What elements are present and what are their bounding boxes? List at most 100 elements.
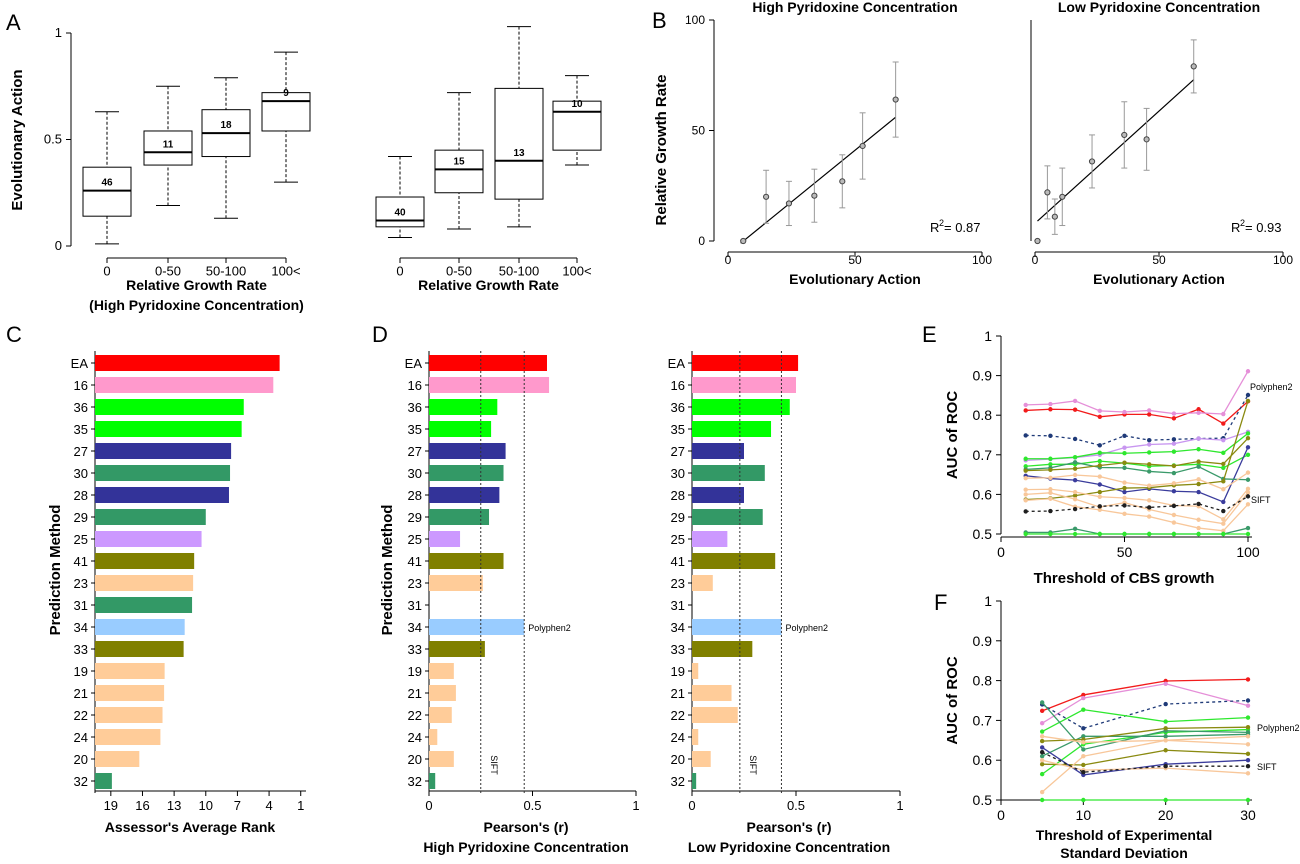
category-label: 24 <box>671 730 685 745</box>
series-marker <box>1171 481 1177 486</box>
panel-label: E <box>922 322 937 347</box>
series-marker <box>1245 677 1251 682</box>
category-label: 29 <box>671 510 685 525</box>
series-marker <box>1048 462 1053 467</box>
x-tick-label: 20 <box>1158 807 1174 823</box>
category-label: 25 <box>671 532 685 547</box>
series-marker <box>1122 485 1127 491</box>
bar <box>692 707 738 723</box>
series-marker <box>1196 464 1201 469</box>
series-marker <box>1048 433 1053 438</box>
x-tick-label: 0.5 <box>523 798 541 813</box>
data-point <box>1190 63 1197 70</box>
y-tick-label: 1 <box>984 328 992 344</box>
series-marker <box>1245 797 1251 803</box>
series-marker <box>1039 738 1045 744</box>
series-marker <box>1147 462 1152 467</box>
category-label: 22 <box>671 708 685 723</box>
category-label: 31 <box>671 598 685 613</box>
boxplot-panel-a-0: 0 0.5 1 Evolutionary Action 0 46 0-50 11 50-100 1… <box>9 25 311 313</box>
series-marker <box>1023 468 1028 473</box>
series-marker <box>1072 466 1078 471</box>
data-point <box>740 237 747 245</box>
y-axis-label: Prediction Method <box>379 505 396 636</box>
bar <box>692 729 699 745</box>
series-marker <box>1245 502 1251 507</box>
bar <box>692 355 799 371</box>
r2-value: = 0.93 <box>1245 220 1282 235</box>
bar <box>429 707 452 723</box>
box <box>552 100 602 151</box>
series-marker <box>1072 460 1078 465</box>
bar <box>429 663 454 679</box>
series-marker <box>1039 758 1045 763</box>
series-marker <box>1171 470 1177 476</box>
series-marker <box>1171 531 1177 537</box>
bar-annotation: Polyphen2 <box>528 623 571 633</box>
bar <box>692 377 796 393</box>
bar <box>692 641 753 657</box>
bar <box>95 663 165 679</box>
y-tick-label: 0.8 <box>973 673 993 689</box>
series-marker <box>1097 443 1103 448</box>
panel-label: B <box>652 8 667 33</box>
bar <box>429 531 461 547</box>
bar <box>429 399 498 415</box>
series-marker <box>1171 437 1177 442</box>
bar <box>429 773 436 789</box>
series-marker <box>1147 469 1152 474</box>
series-marker <box>1072 472 1078 478</box>
category-label: 27 <box>408 444 422 459</box>
panel-labels: A B C D E F <box>6 8 947 615</box>
series-marker <box>1039 700 1045 705</box>
series-marker <box>1072 531 1078 537</box>
bar <box>95 487 229 503</box>
category-label: 41 <box>408 554 422 569</box>
data-point <box>763 193 770 200</box>
series-line <box>1041 733 1249 757</box>
series-marker <box>1171 449 1177 454</box>
category-label: EA <box>405 356 423 371</box>
category-label: 22 <box>408 708 422 723</box>
series-marker <box>1122 465 1127 471</box>
series-marker <box>1097 414 1103 419</box>
category-label: 21 <box>408 686 422 701</box>
series-marker <box>1122 433 1127 438</box>
series-marker <box>1048 508 1053 514</box>
series-marker <box>1097 463 1103 468</box>
series-marker <box>1122 480 1127 485</box>
bar <box>95 751 140 767</box>
x-tick-label: 0 <box>688 798 695 813</box>
x-tick-label: 0 <box>1032 253 1039 267</box>
box-count-label: 13 <box>513 148 525 159</box>
series-marker <box>1221 450 1226 456</box>
category-label: 30 <box>74 466 88 481</box>
bar <box>429 355 547 371</box>
series-marker <box>1171 489 1177 494</box>
series-marker <box>1163 738 1168 743</box>
series-line <box>1041 702 1249 751</box>
series-marker <box>1081 707 1086 712</box>
series-marker <box>1147 442 1152 447</box>
data-point <box>892 96 899 103</box>
data-point <box>1051 213 1058 220</box>
y-tick-label: 1 <box>984 593 992 609</box>
series-marker <box>1147 514 1152 519</box>
series-line <box>1025 394 1249 446</box>
category-label: 30 <box>671 466 685 481</box>
data-point <box>859 142 866 150</box>
bar <box>95 597 193 613</box>
bar <box>95 707 163 723</box>
bar <box>692 531 728 547</box>
data-point <box>1088 158 1096 165</box>
bar <box>95 377 274 393</box>
series-marker <box>1171 411 1177 416</box>
series-marker <box>1097 489 1103 495</box>
category-label: 16 <box>74 378 88 393</box>
y-tick-label: 0.8 <box>973 407 993 423</box>
series-marker <box>1072 506 1078 512</box>
series-marker <box>1221 487 1226 492</box>
series-marker <box>1039 750 1045 755</box>
y-tick-label: 0.5 <box>973 526 993 542</box>
series-marker <box>1097 458 1103 464</box>
